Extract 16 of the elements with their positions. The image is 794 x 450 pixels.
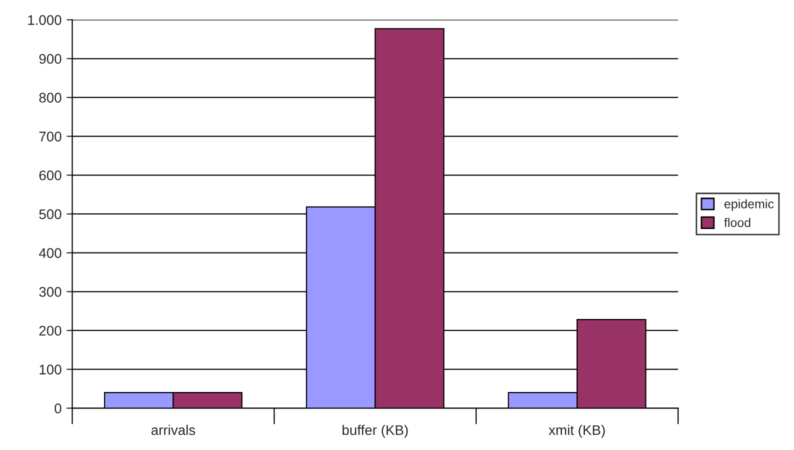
y-tick-label: 0 — [54, 403, 62, 414]
y-tick-label: 600 — [39, 170, 62, 180]
y-tick-label: 1.000 — [28, 15, 62, 25]
y-tick-label: 700 — [39, 132, 62, 142]
x-tick-label: xmit (KB) — [548, 424, 605, 438]
x-tick-label: arrivals — [151, 424, 196, 436]
y-tick-label: 400 — [38, 248, 62, 258]
y-tick-label: 500 — [39, 209, 62, 220]
y-tick-label: 900 — [39, 54, 62, 64]
legend-label: flood — [724, 218, 750, 228]
y-tick-label: 200 — [39, 326, 62, 336]
y-tick-label: 300 — [39, 286, 62, 297]
legend-label: epidemic — [724, 199, 774, 211]
y-tick-label: 100 — [40, 364, 62, 374]
x-tick-label: buffer (KB) — [342, 424, 408, 438]
y-tick-label: 800 — [39, 92, 62, 103]
